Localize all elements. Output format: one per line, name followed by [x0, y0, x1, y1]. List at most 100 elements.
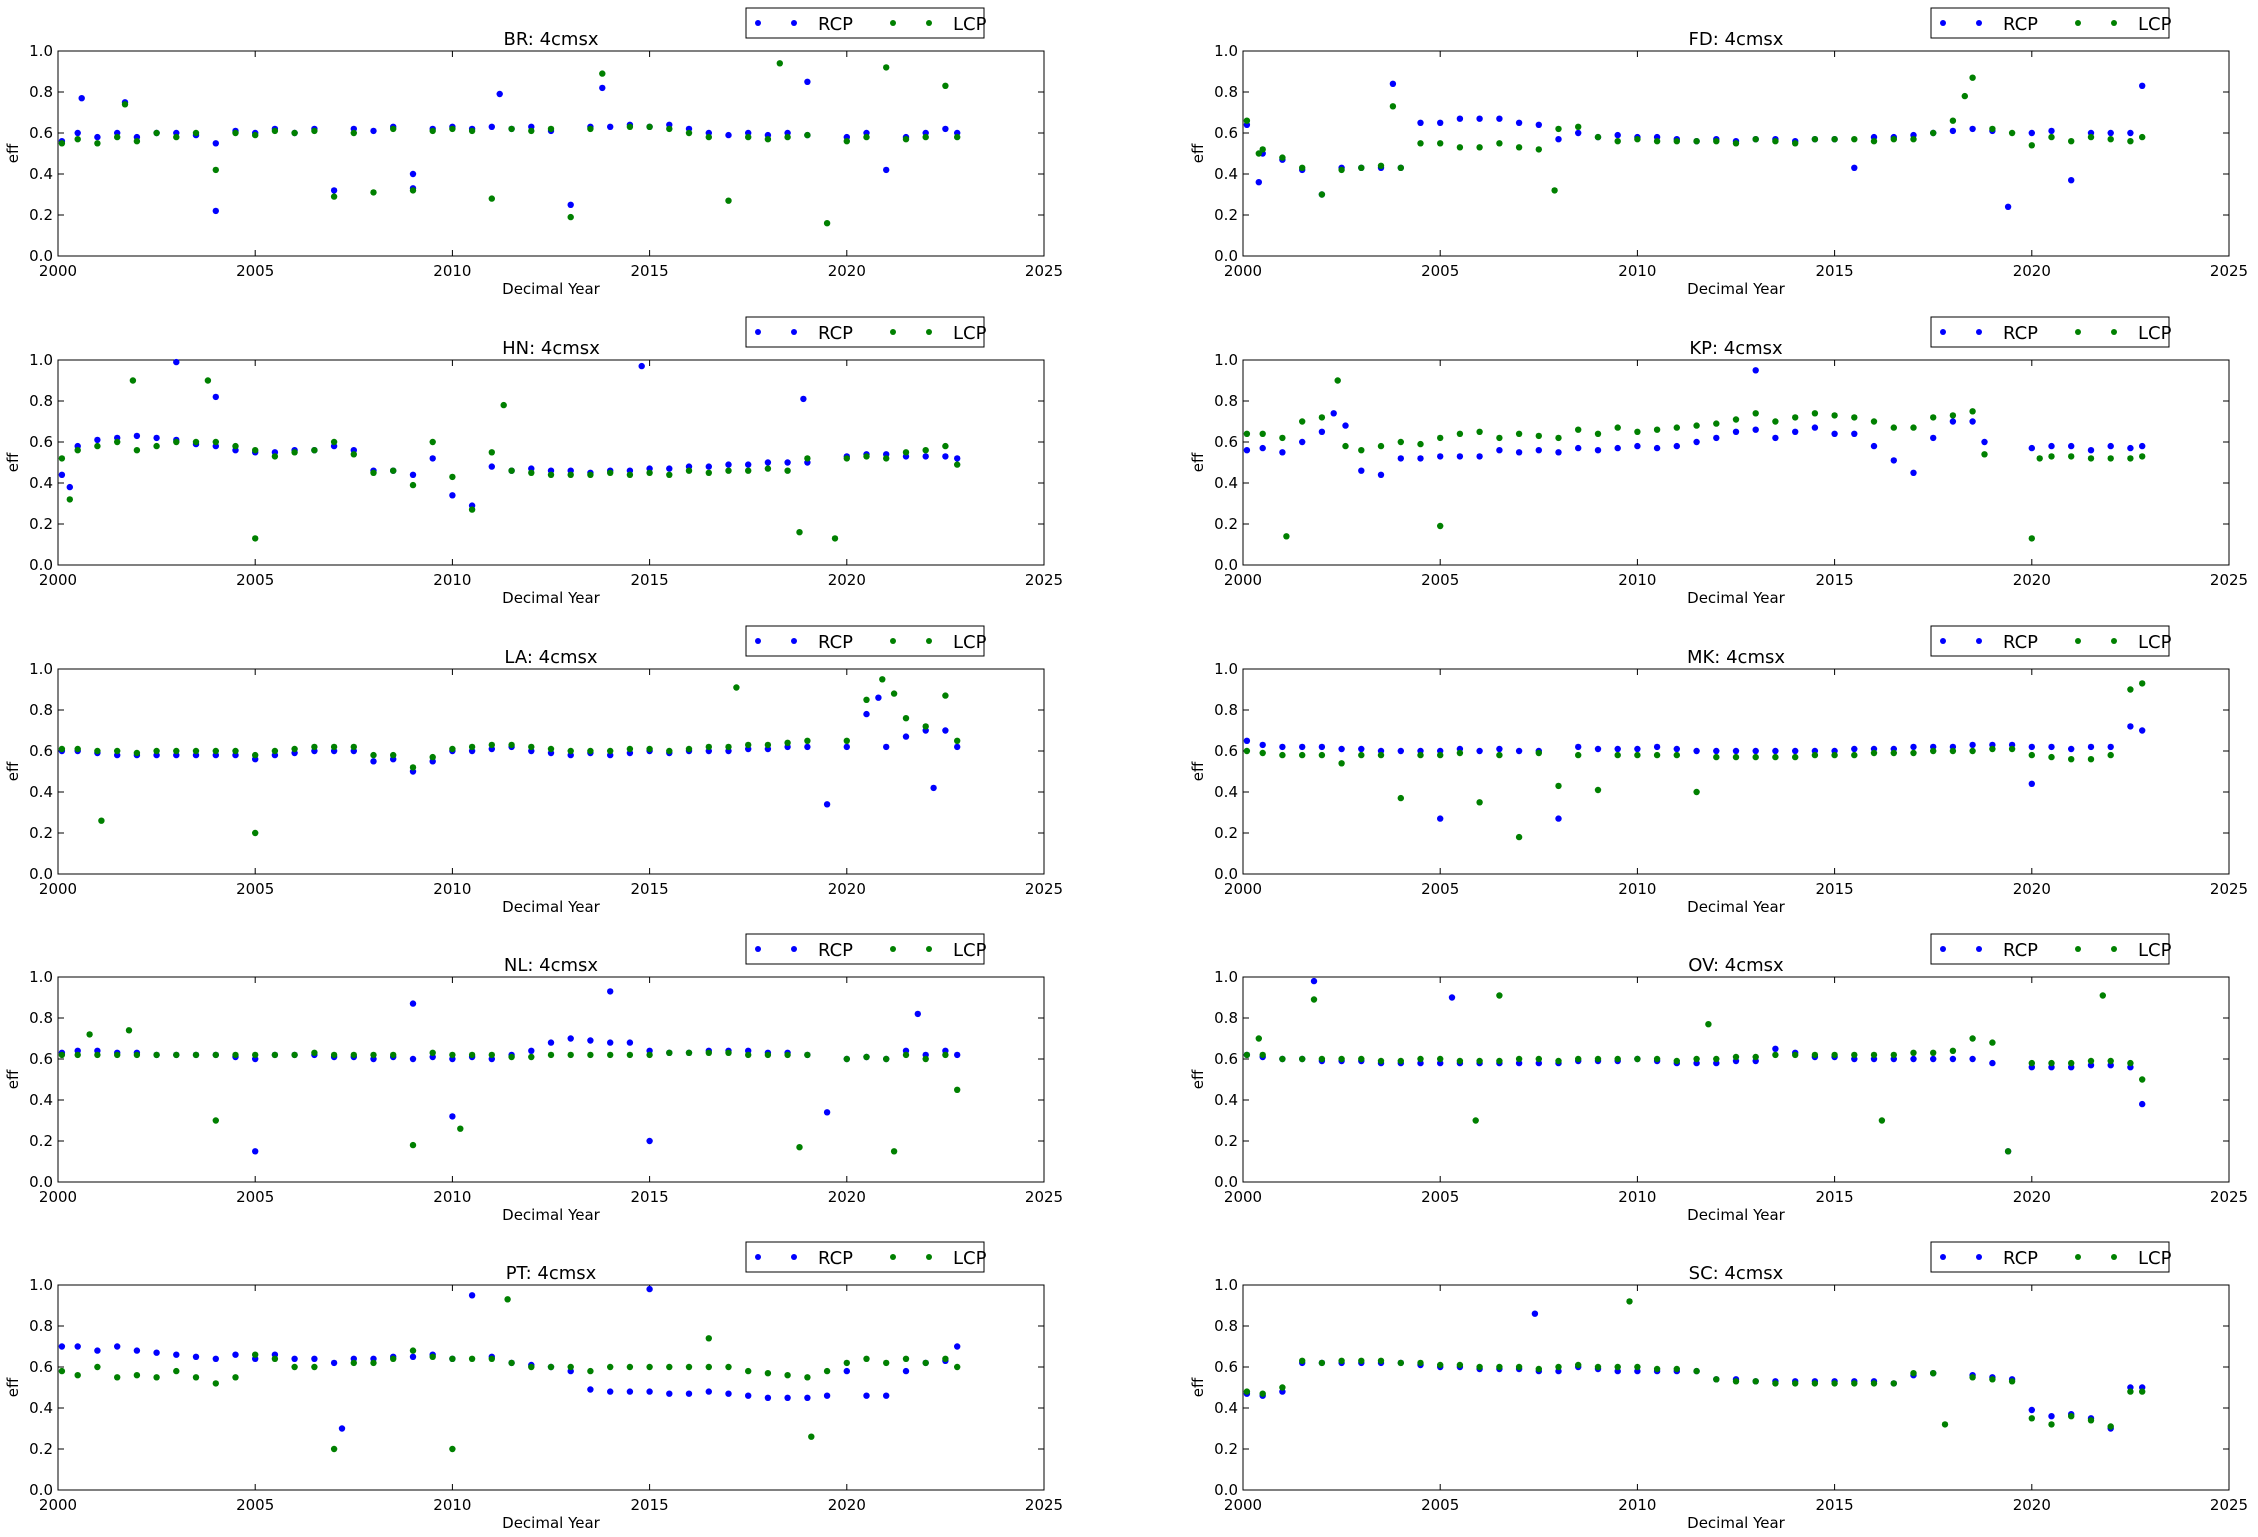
legend-marker-rcp [791, 20, 797, 26]
data-point-rcp [429, 455, 436, 462]
x-tick-label: 2010 [1618, 1496, 1656, 1514]
x-tick-label: 2020 [2013, 1188, 2051, 1206]
data-point-lcp [607, 747, 614, 755]
data-point-rcp [2107, 442, 2114, 450]
legend-label-lcp: LCP [953, 632, 987, 653]
data-point-rcp [370, 758, 377, 765]
data-point-rcp [212, 1355, 219, 1363]
data-point-lcp [1594, 133, 1602, 141]
data-point-lcp [350, 451, 357, 458]
data-point-lcp [252, 1051, 259, 1059]
data-point-rcp [2139, 727, 2146, 734]
data-point-lcp [114, 1051, 121, 1059]
data-point-lcp [330, 193, 338, 200]
data-point-lcp [98, 817, 105, 824]
legend-marker-lcp [2075, 946, 2081, 952]
data-point-rcp [930, 784, 937, 792]
legend-label-rcp: RCP [818, 1248, 853, 1269]
data-point-rcp [1949, 127, 1957, 135]
data-point-rcp [764, 459, 772, 466]
data-point-rcp [646, 1285, 653, 1293]
y-tick-label: 0.0 [29, 556, 53, 574]
data-point-lcp [1338, 760, 1345, 767]
data-point-lcp [1930, 129, 1937, 137]
data-point-lcp [666, 1363, 673, 1371]
plot-area [57, 976, 1045, 1183]
data-point-lcp [409, 481, 417, 489]
data-point-lcp [547, 125, 555, 133]
data-point-rcp [330, 187, 338, 194]
data-point-lcp [1279, 154, 1286, 161]
data-point-lcp [2008, 745, 2016, 753]
data-point-lcp [1673, 424, 1681, 431]
data-point-rcp [2127, 129, 2134, 137]
x-tick-label: 2005 [236, 571, 274, 589]
data-point-lcp [1318, 1055, 1326, 1063]
data-point-lcp [232, 1374, 239, 1381]
data-point-rcp [1318, 428, 1326, 435]
data-point-lcp [1969, 74, 1976, 81]
data-point-lcp [1634, 428, 1641, 435]
data-point-rcp [646, 1137, 653, 1145]
data-point-rcp [954, 1343, 961, 1350]
data-point-lcp [1732, 1053, 1740, 1061]
data-point-lcp [883, 1359, 890, 1367]
y-tick-label: 0.4 [1214, 783, 1238, 801]
data-point-lcp [468, 127, 476, 135]
data-point-lcp [2087, 756, 2095, 763]
x-tick-label: 2020 [828, 262, 866, 280]
data-point-rcp [488, 463, 495, 470]
data-point-lcp [66, 496, 74, 503]
data-point-rcp [409, 170, 417, 178]
data-point-lcp [508, 125, 515, 133]
data-point-rcp [902, 733, 910, 740]
data-point-lcp [1792, 753, 1799, 761]
data-point-rcp [1243, 737, 1251, 744]
data-point-lcp [705, 1363, 712, 1371]
data-point-lcp [954, 461, 961, 468]
data-point-lcp [1673, 138, 1681, 145]
y-tick-label: 0.4 [29, 474, 53, 492]
legend-box [745, 933, 985, 965]
data-point-lcp [528, 1053, 535, 1061]
data-point-lcp [192, 747, 200, 755]
data-point-rcp [2028, 444, 2036, 452]
legend-label-lcp: LCP [2138, 14, 2172, 35]
data-point-lcp [1614, 138, 1621, 145]
data-point-rcp [1535, 447, 1543, 454]
data-point-rcp [1752, 367, 1759, 374]
data-point-lcp [1575, 426, 1582, 433]
y-tick-label: 0.2 [29, 1440, 53, 1458]
data-point-rcp [2004, 203, 2012, 210]
data-point-lcp [1713, 138, 1720, 145]
data-point-rcp [1713, 434, 1720, 442]
legend-marker-lcp [2075, 329, 2081, 335]
data-point-lcp [508, 1359, 515, 1367]
data-point-lcp [1594, 1363, 1602, 1371]
data-point-lcp [291, 1363, 298, 1371]
data-point-lcp [796, 529, 803, 536]
x-tick-label: 2010 [1618, 262, 1656, 280]
data-point-lcp [330, 1445, 338, 1453]
data-point-rcp [1634, 442, 1641, 450]
legend-marker-lcp [890, 329, 896, 335]
data-point-rcp [954, 1051, 961, 1059]
legend: RCP LCP [1930, 316, 2172, 348]
data-point-rcp [1969, 741, 1976, 749]
y-tick-label: 0.4 [1214, 1399, 1238, 1417]
data-point-rcp [1693, 747, 1700, 755]
legend-marker-rcp [1976, 20, 1982, 26]
plot-area [1242, 668, 2230, 875]
data-point-lcp [1259, 1051, 1266, 1059]
data-point-rcp [1417, 119, 1424, 127]
x-tick-label: 2000 [1224, 880, 1262, 898]
data-point-rcp [2107, 743, 2114, 751]
y-tick-label: 0.6 [1214, 1358, 1238, 1376]
data-point-lcp [1851, 1380, 1858, 1387]
data-point-rcp [1930, 434, 1937, 442]
y-tick-label: 0.8 [29, 701, 53, 719]
data-point-lcp [2139, 453, 2146, 460]
data-point-lcp [1981, 451, 1988, 458]
data-point-lcp [1397, 794, 1405, 802]
series-lcp [1243, 377, 2146, 542]
